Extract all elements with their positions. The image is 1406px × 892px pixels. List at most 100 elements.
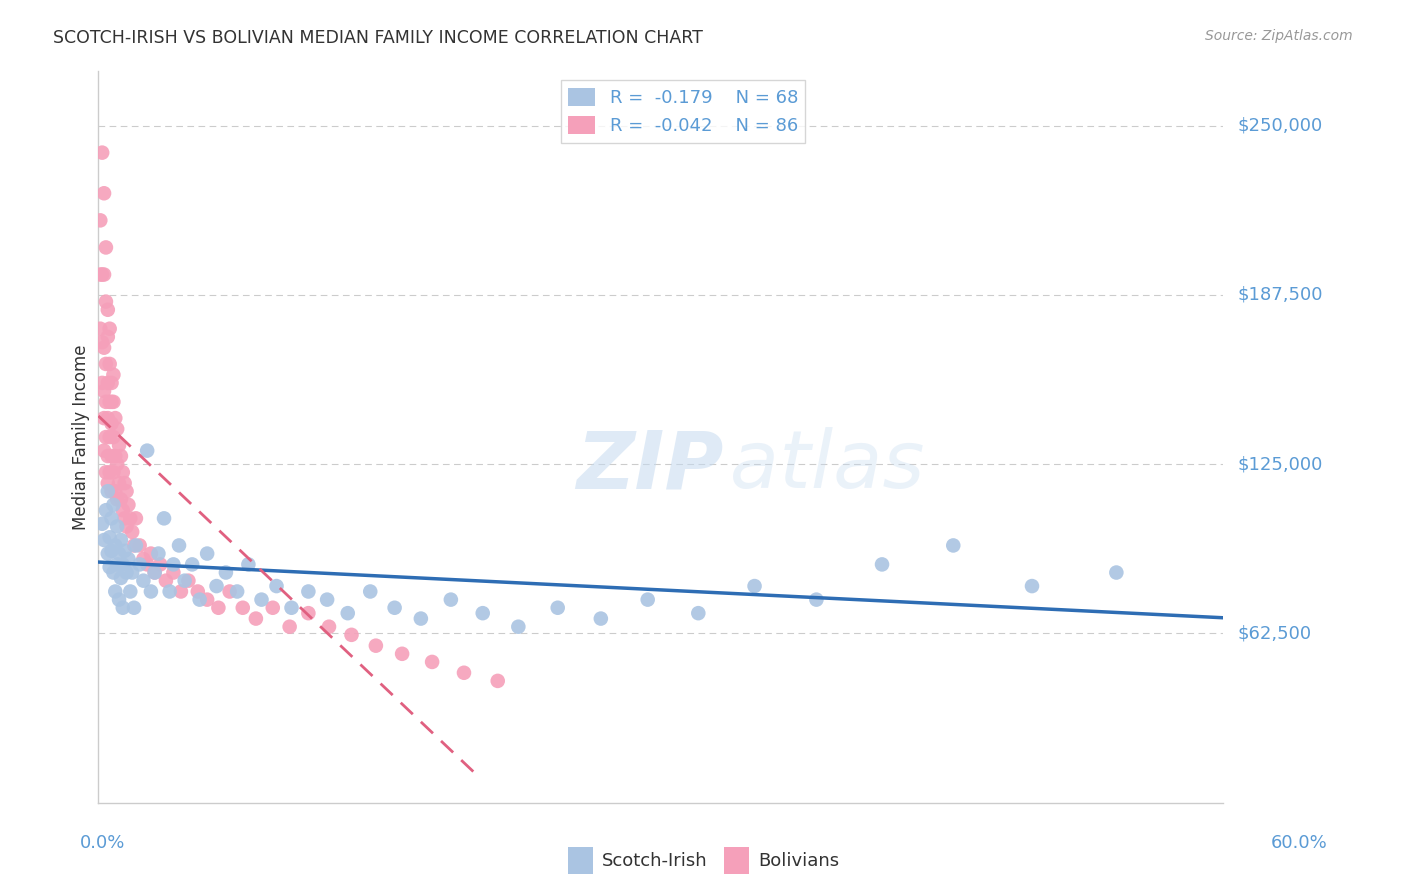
Point	[637, 592, 659, 607]
Point	[195, 547, 218, 561]
Point	[103, 566, 125, 580]
Point	[97, 449, 120, 463]
Point	[94, 430, 117, 444]
Point	[297, 584, 319, 599]
Point	[486, 673, 509, 688]
Point	[143, 566, 166, 580]
Point	[100, 449, 122, 463]
Point	[148, 547, 170, 561]
Point	[136, 443, 159, 458]
Point	[114, 544, 136, 558]
Point	[318, 620, 340, 634]
Point	[115, 519, 138, 533]
Point	[132, 552, 155, 566]
Point	[94, 240, 117, 254]
Point	[94, 503, 117, 517]
Point	[104, 538, 127, 552]
Point	[364, 639, 387, 653]
Point	[98, 530, 121, 544]
Point	[94, 465, 117, 479]
Point	[97, 547, 120, 561]
Point	[139, 584, 162, 599]
Point	[188, 592, 211, 607]
Point	[153, 511, 176, 525]
Text: $250,000: $250,000	[1237, 117, 1323, 135]
Text: ZIP: ZIP	[576, 427, 724, 506]
Point	[105, 422, 128, 436]
Point	[98, 395, 121, 409]
Point	[100, 417, 122, 431]
Point	[250, 592, 273, 607]
Point	[266, 579, 288, 593]
Point	[104, 584, 127, 599]
Point	[97, 476, 120, 491]
Point	[100, 376, 122, 390]
Point	[94, 294, 117, 309]
Point	[94, 395, 117, 409]
Point	[117, 552, 139, 566]
Point	[89, 322, 111, 336]
Point	[187, 584, 209, 599]
Text: atlas: atlas	[576, 427, 925, 506]
Point	[132, 574, 155, 588]
Point	[104, 484, 127, 499]
Y-axis label: Median Family Income: Median Family Income	[72, 344, 90, 530]
Point	[159, 584, 181, 599]
Point	[471, 606, 494, 620]
Bar	[724, 847, 749, 874]
Point	[120, 584, 142, 599]
Point	[93, 186, 115, 201]
Point	[111, 558, 134, 572]
Point	[384, 600, 406, 615]
Text: Bolivians: Bolivians	[758, 852, 839, 870]
Point	[105, 492, 128, 507]
Point	[205, 579, 228, 593]
Point	[262, 600, 284, 615]
Point	[93, 443, 115, 458]
Point	[103, 465, 125, 479]
Point	[122, 538, 145, 552]
Point	[108, 476, 131, 491]
Text: $125,000: $125,000	[1237, 455, 1323, 473]
Point	[232, 600, 254, 615]
Point	[105, 519, 128, 533]
Point	[120, 511, 142, 525]
Point	[93, 411, 115, 425]
Point	[218, 584, 240, 599]
Point	[870, 558, 893, 572]
Point	[97, 411, 120, 425]
Point	[103, 395, 125, 409]
Point	[121, 524, 143, 539]
Text: Source: ZipAtlas.com: Source: ZipAtlas.com	[1205, 29, 1353, 43]
Point	[136, 558, 159, 572]
Point	[170, 584, 193, 599]
Point	[98, 357, 121, 371]
Point	[195, 592, 218, 607]
Point	[93, 341, 115, 355]
Point	[105, 558, 128, 572]
Point	[100, 544, 122, 558]
Point	[108, 438, 131, 452]
Point	[1021, 579, 1043, 593]
Bar	[568, 847, 593, 874]
Point	[103, 368, 125, 382]
Point	[121, 566, 143, 580]
Point	[122, 600, 145, 615]
Point	[93, 384, 115, 398]
Point	[688, 606, 710, 620]
Point	[108, 547, 131, 561]
Point	[91, 268, 114, 282]
Point	[89, 213, 111, 227]
Point	[111, 600, 134, 615]
Point	[155, 574, 177, 588]
Point	[108, 592, 131, 607]
Point	[143, 566, 166, 580]
Point	[97, 302, 120, 317]
Point	[91, 335, 114, 350]
Point	[215, 566, 238, 580]
Point	[91, 516, 114, 531]
Point	[111, 465, 134, 479]
Point	[340, 628, 363, 642]
Point	[167, 538, 190, 552]
Point	[162, 566, 184, 580]
